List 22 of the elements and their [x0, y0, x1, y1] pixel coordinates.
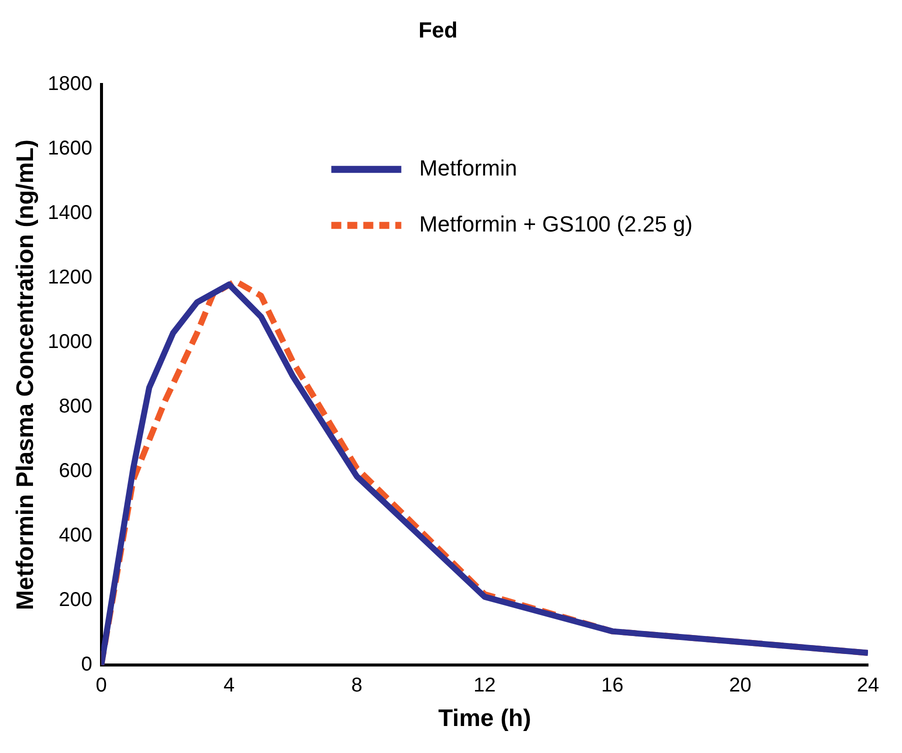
- y-tick-label: 1800: [48, 72, 92, 95]
- chart-title: Fed: [418, 17, 458, 42]
- x-tick-label: 24: [856, 674, 880, 697]
- x-tick-label: 12: [474, 674, 496, 697]
- y-tick-label: 1200: [48, 266, 92, 289]
- x-tick-label: 4: [224, 674, 235, 697]
- x-tick-label: 8: [351, 674, 362, 697]
- legend-label: Metformin + GS100 (2.25 g): [419, 211, 693, 236]
- y-tick-label: 400: [58, 524, 92, 547]
- y-tick-label: 1600: [48, 137, 92, 160]
- x-axis-title: Time (h): [438, 705, 532, 732]
- y-tick-label: 200: [58, 589, 92, 612]
- x-tick-label: 20: [729, 674, 752, 697]
- x-tick-label: 0: [96, 674, 107, 697]
- y-axis-title: Metformin Plasma Concentration (ng/mL): [12, 139, 40, 610]
- y-tick-label: 1400: [48, 202, 92, 224]
- x-tick-label: 16: [601, 674, 624, 697]
- y-tick-label: 0: [81, 654, 92, 676]
- y-tick-label: 1000: [48, 331, 92, 354]
- y-tick-label: 800: [58, 396, 92, 418]
- legend-label: Metformin: [419, 155, 518, 180]
- y-tick-label: 600: [58, 460, 92, 482]
